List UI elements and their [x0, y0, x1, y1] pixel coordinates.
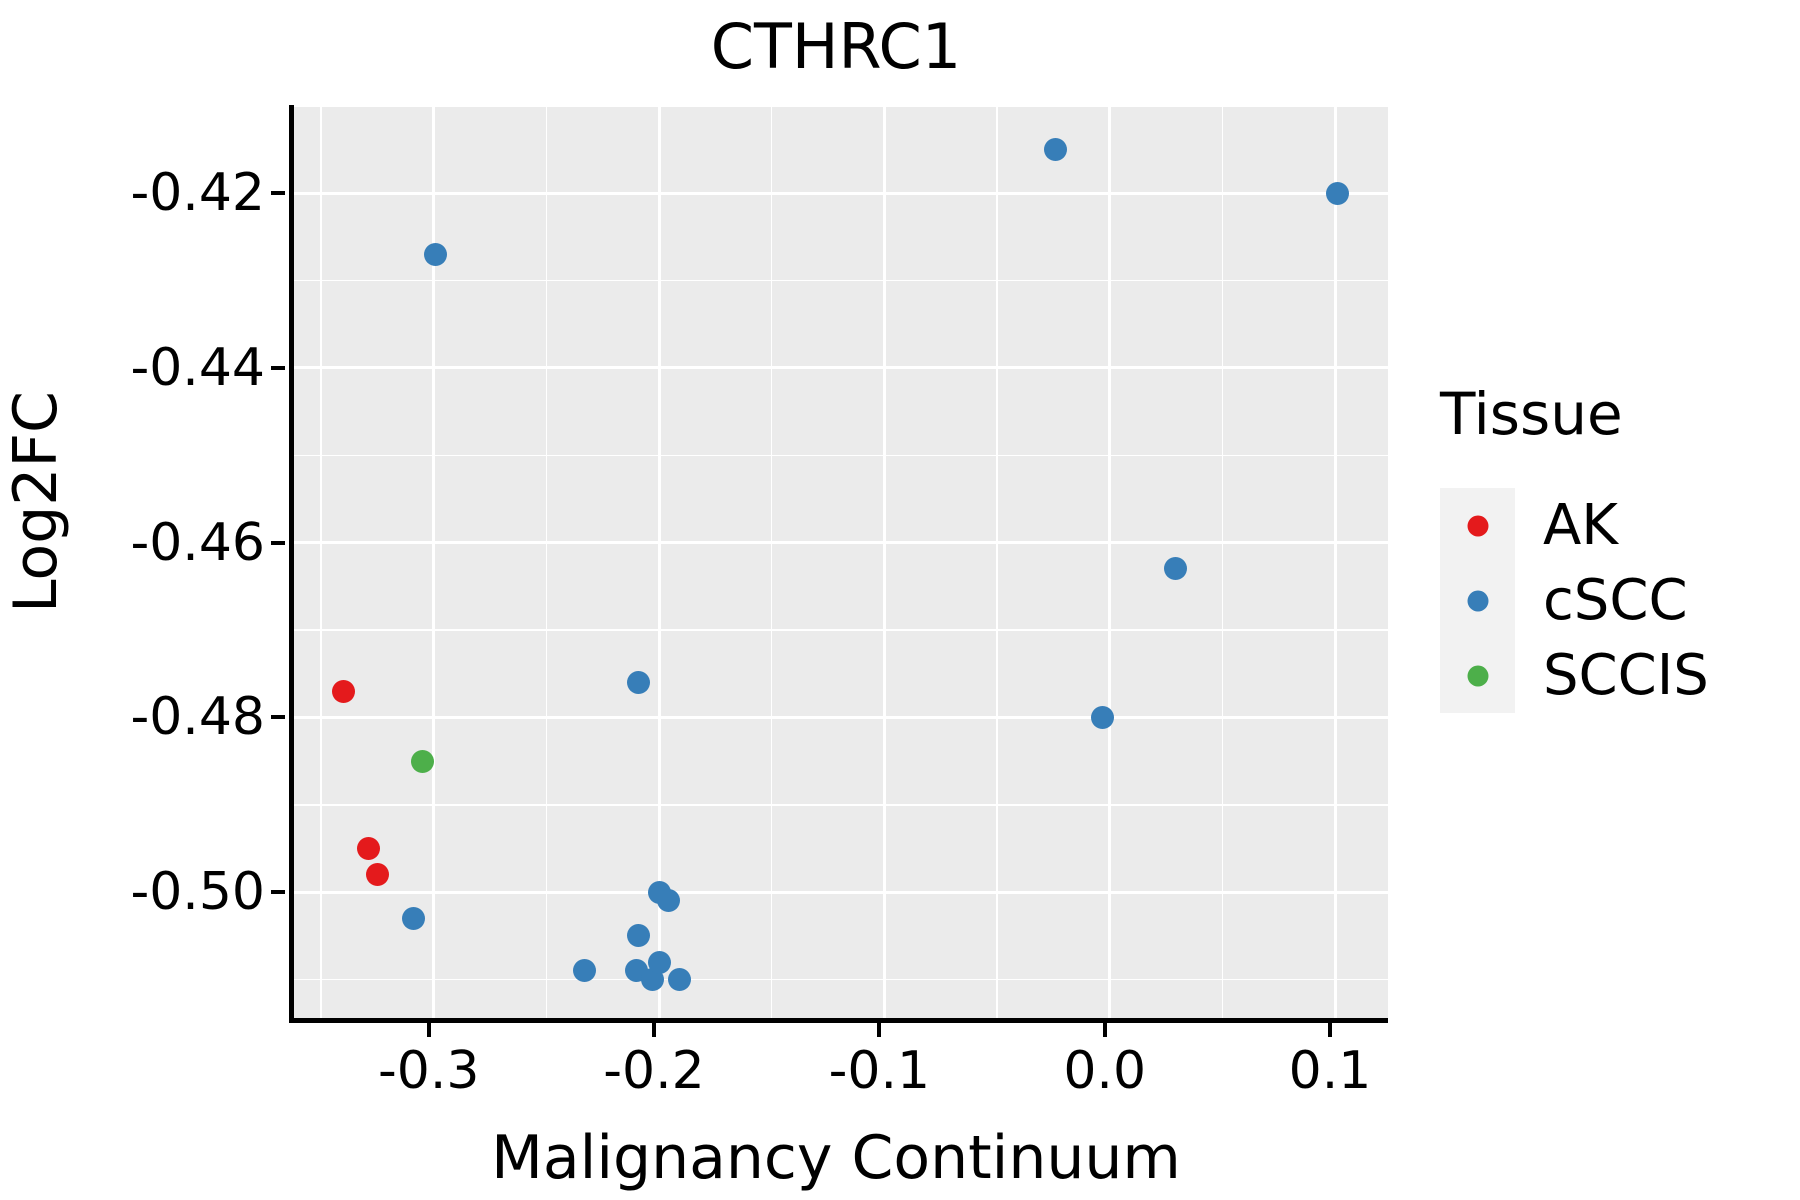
- x-axis-tick: [1102, 1023, 1107, 1037]
- x-tick-label: 0.1: [1288, 1041, 1372, 1101]
- data-point-cscc: [401, 906, 425, 930]
- legend-dot-icon: [1467, 665, 1488, 686]
- y-tick-label: -0.50: [130, 862, 265, 923]
- gridline-major-vertical: [1333, 105, 1337, 1018]
- data-point-cscc: [1163, 557, 1187, 581]
- data-point-cscc: [1091, 705, 1115, 729]
- y-axis-tick: [271, 365, 285, 370]
- y-axis-tick: [271, 540, 285, 545]
- data-point-cscc: [647, 950, 671, 974]
- gridline-minor-vertical: [545, 105, 548, 1018]
- gridline-minor-horizontal: [294, 279, 1388, 282]
- legend-key-box: [1440, 563, 1515, 638]
- gridline-major-horizontal: [294, 541, 1388, 545]
- y-tick-label: -0.48: [130, 687, 265, 748]
- data-point-cscc: [573, 959, 597, 983]
- data-point-cscc: [424, 242, 448, 266]
- y-axis-label: Log2FC: [1, 391, 71, 613]
- legend-key-box: [1440, 488, 1515, 563]
- data-point-ak: [332, 679, 356, 703]
- x-tick-label: -0.3: [377, 1041, 480, 1101]
- data-point-cscc: [627, 671, 651, 694]
- gridline-minor-horizontal: [294, 978, 1388, 981]
- legend-entry-label: SCCIS: [1543, 643, 1709, 708]
- legend-entry-sccis: SCCIS: [1440, 638, 1709, 713]
- x-axis-tick: [426, 1023, 431, 1037]
- legend-entries: AK cSCC SCCIS: [1440, 488, 1709, 713]
- x-tick-label: -0.2: [603, 1041, 705, 1101]
- gridline-major-horizontal: [294, 890, 1388, 894]
- y-tick-label: -0.46: [130, 512, 265, 573]
- gridline-major-horizontal: [294, 191, 1388, 195]
- data-point-cscc: [627, 924, 651, 948]
- gridline-minor-horizontal: [294, 105, 1388, 107]
- gridline-major-vertical: [657, 105, 661, 1018]
- gridline-major-horizontal: [294, 715, 1388, 719]
- plot-panel: [289, 105, 1388, 1023]
- data-point-cscc: [1325, 181, 1349, 205]
- x-axis-label: Malignancy Continuum: [491, 1123, 1181, 1193]
- x-axis-tick: [877, 1023, 882, 1037]
- y-tick-label: -0.44: [130, 337, 265, 398]
- legend-entry-ak: AK: [1440, 488, 1709, 563]
- x-tick-label: -0.1: [828, 1041, 931, 1101]
- y-axis-tick: [271, 191, 285, 196]
- gridline-minor-horizontal: [294, 629, 1388, 631]
- y-tick-label: -0.42: [130, 163, 265, 224]
- y-axis-tick: [271, 715, 285, 720]
- data-point-cscc: [1044, 138, 1068, 162]
- x-axis-tick: [1328, 1023, 1333, 1037]
- gridline-major-vertical: [432, 105, 436, 1018]
- gridline-minor-horizontal: [294, 804, 1388, 806]
- legend-entry-label: AK: [1543, 493, 1619, 558]
- legend: Tissue AK cSCC SCCIS: [1440, 380, 1709, 713]
- gridline-major-horizontal: [294, 366, 1388, 370]
- legend-dot-icon: [1467, 515, 1488, 536]
- chart-title: CTHRC1: [710, 10, 962, 83]
- legend-entry-cscc: cSCC: [1440, 563, 1709, 638]
- gridline-minor-vertical: [770, 105, 773, 1018]
- gridline-minor-horizontal: [294, 454, 1388, 457]
- data-point-cscc: [656, 889, 680, 913]
- data-point-cscc: [667, 968, 691, 992]
- gridline-major-vertical: [882, 105, 886, 1018]
- gridline-minor-vertical: [320, 105, 322, 1018]
- x-tick-label: 0.0: [1063, 1041, 1147, 1101]
- data-point-cscc: [640, 968, 664, 992]
- gridline-minor-vertical: [1221, 105, 1224, 1018]
- gridline-minor-vertical: [996, 105, 998, 1018]
- legend-dot-icon: [1467, 590, 1488, 611]
- legend-entry-label: cSCC: [1543, 568, 1688, 633]
- legend-key-box: [1440, 638, 1515, 713]
- data-point-ak: [356, 837, 380, 860]
- x-axis-tick: [652, 1023, 657, 1037]
- legend-title: Tissue: [1440, 380, 1623, 448]
- y-axis-tick: [271, 890, 285, 895]
- data-point-ak: [365, 863, 389, 887]
- data-point-sccis: [410, 749, 434, 773]
- gridline-major-vertical: [1108, 105, 1112, 1018]
